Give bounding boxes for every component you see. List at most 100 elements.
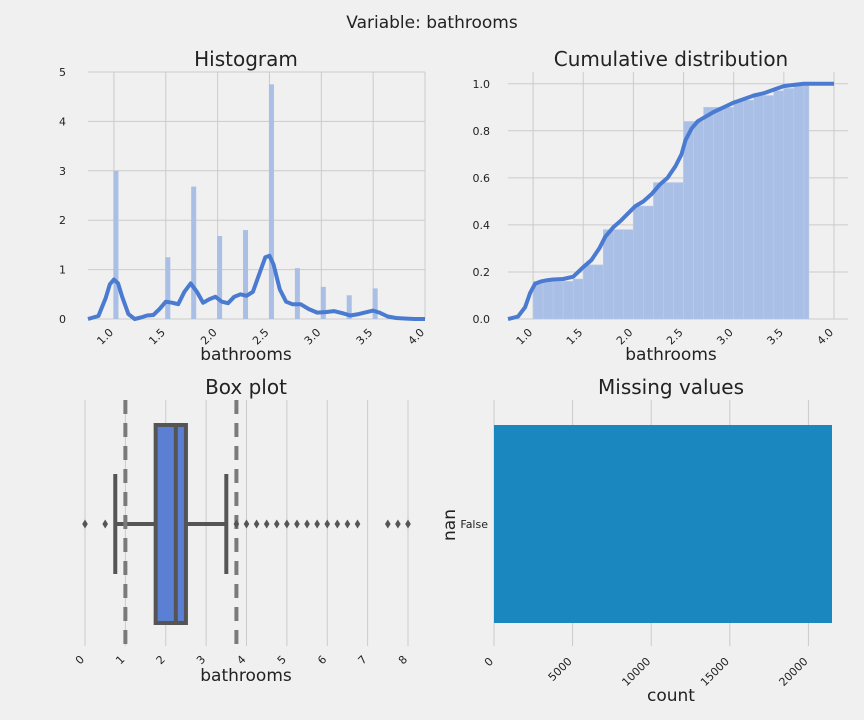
cumulative-xlabel: bathrooms	[625, 345, 717, 365]
missing-xlabel: count	[647, 686, 695, 706]
histogram-xtick-label: 1.5	[146, 326, 168, 348]
boxplot-outlier	[344, 519, 351, 529]
histogram-ytick-label: 5	[59, 66, 66, 79]
boxplot-xtick-label: 7	[356, 653, 370, 667]
cumulative-ytick-label: 0.0	[473, 313, 491, 326]
histogram-xtick-label: 3.0	[302, 326, 324, 348]
missing-values-panel: Missing values False 0 5000 10000 15000 20000…	[440, 375, 832, 706]
cumulative-bar	[683, 121, 694, 320]
histogram-bar	[217, 236, 223, 319]
cumulative-ytick-label: 0.6	[473, 172, 491, 185]
cumulative-bar	[623, 229, 634, 320]
cumulative-ytick-label: 0.2	[473, 266, 491, 279]
cumulative-bar	[793, 83, 805, 320]
boxplot-outlier	[405, 519, 411, 529]
boxplot-xtick-label: 2	[154, 653, 168, 667]
boxplot-outlier	[263, 519, 270, 529]
boxplot-outlier	[395, 519, 401, 529]
missing-xtick-label: 0	[482, 655, 496, 669]
histogram-xtick-label: 1.0	[94, 326, 116, 348]
boxplot-outlier	[243, 519, 250, 529]
histogram-ytick-label: 2	[59, 214, 66, 227]
histogram-bar	[372, 288, 378, 319]
histogram-bar	[191, 186, 197, 319]
cumulative-bar	[783, 88, 795, 320]
cumulative-panel: Cumulative distribution 0.0 0.2 0.4 0.6 0.8 1…	[473, 47, 848, 365]
boxplot-xtick-label: 4	[234, 653, 248, 667]
cumulative-bar	[723, 106, 734, 320]
boxplot-outlier	[82, 519, 88, 529]
histogram-bar	[320, 286, 326, 319]
missing-xtick-label: 10000	[619, 655, 653, 689]
cumulative-bar	[703, 106, 714, 320]
histogram-ytick-label: 1	[59, 264, 66, 277]
cumulative-bar	[763, 95, 775, 320]
cumulative-bar	[693, 121, 704, 320]
cumulative-bar	[562, 281, 574, 320]
cumulative-bar	[803, 83, 810, 320]
cumulative-bar	[733, 99, 745, 320]
cumulative-bar	[613, 229, 624, 320]
cumulative-bar	[552, 281, 564, 320]
histogram-bar	[243, 230, 249, 319]
cumulative-xtick-label: 1.0	[514, 326, 536, 348]
histogram-kde-line	[87, 253, 425, 321]
cumulative-bar	[663, 182, 674, 320]
histogram-xtick-label: 4.0	[406, 326, 428, 348]
cumulative-bar	[753, 95, 765, 320]
cumulative-bar	[633, 205, 644, 320]
cumulative-bar	[673, 182, 684, 320]
boxplot-title: Box plot	[205, 375, 287, 399]
boxplot-xtick-label: 0	[73, 653, 87, 667]
histogram-bar	[113, 170, 119, 319]
cumulative-xtick-label: 1.5	[564, 326, 586, 348]
boxplot-xtick-label: 8	[396, 653, 410, 667]
cumulative-title: Cumulative distribution	[554, 47, 788, 71]
cumulative-ytick-label: 0.4	[473, 219, 491, 232]
cumulative-xtick-label: 4.0	[815, 326, 837, 348]
boxplot-outlier	[334, 519, 341, 529]
boxplot-outlier	[294, 519, 300, 529]
boxplot-outlier	[273, 519, 280, 529]
cumulative-bar	[643, 205, 654, 320]
histogram-xlabel: bathrooms	[200, 345, 292, 365]
boxplot-xtick-label: 1	[113, 653, 127, 667]
missing-ylabel: nan	[440, 509, 460, 541]
cumulative-xtick-label: 3.0	[714, 326, 736, 348]
histogram-bar	[268, 84, 274, 319]
cumulative-bar	[602, 229, 614, 320]
histogram-bar	[165, 257, 171, 319]
histogram-ytick-label: 0	[59, 313, 66, 326]
boxplot-xtick-label: 6	[315, 653, 329, 667]
boxplot-outlier	[354, 519, 361, 529]
cumulative-bar	[542, 281, 554, 320]
histogram-xtick-label: 3.5	[354, 326, 376, 348]
boxplot-outlier	[233, 519, 240, 529]
cumulative-ytick-label: 1.0	[473, 78, 491, 91]
missing-xtick-label: 20000	[777, 655, 811, 689]
histogram-title: Histogram	[194, 47, 298, 71]
cumulative-bar	[572, 278, 584, 320]
cumulative-bar	[582, 264, 594, 320]
figure-suptitle: Variable: bathrooms	[346, 13, 518, 33]
boxplot-outlier	[284, 519, 290, 529]
boxplot-outlier	[314, 519, 320, 529]
boxplot-outlier	[304, 519, 310, 529]
missing-category-label: False	[460, 518, 488, 531]
boxplot-xtick-label: 5	[275, 653, 289, 667]
histogram-ytick-label: 3	[59, 165, 66, 178]
missing-title: Missing values	[598, 375, 744, 399]
boxplot-xlabel: bathrooms	[200, 666, 292, 686]
boxplot-box	[153, 423, 188, 625]
missing-bar	[494, 425, 832, 623]
boxplot-panel: Box plot 0 1 2 3 4 5 6 7 8 bathrooms	[73, 375, 411, 686]
missing-xtick-label: 15000	[698, 655, 732, 689]
boxplot-outlier	[385, 519, 391, 529]
cumulative-cdf-line	[507, 81, 834, 321]
boxplot-outlier	[324, 519, 331, 529]
cumulative-bar	[713, 106, 724, 320]
cumulative-bar	[592, 264, 604, 320]
histogram-ytick-label: 4	[59, 115, 66, 128]
